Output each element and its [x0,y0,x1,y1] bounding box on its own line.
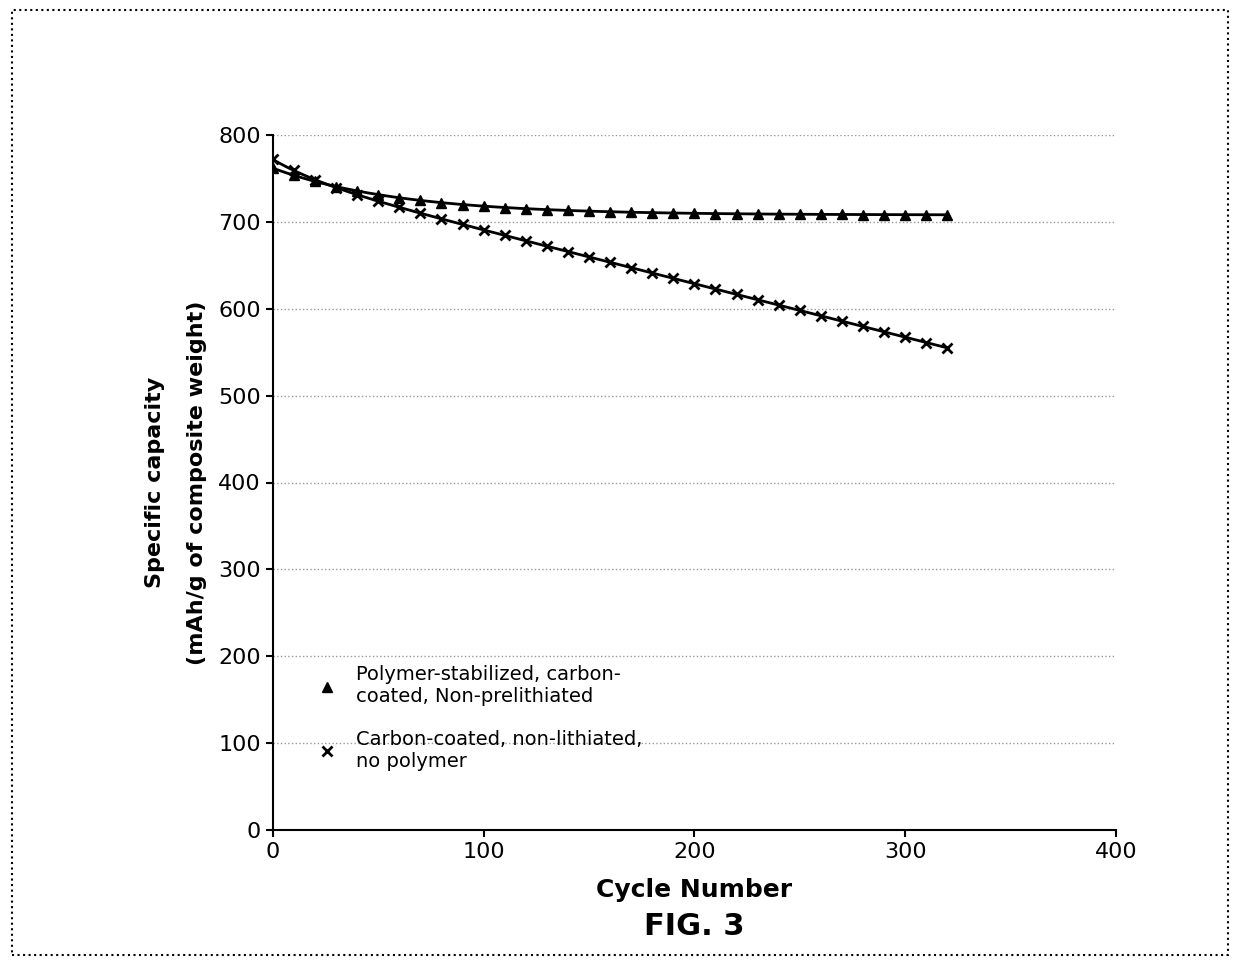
Polymer-stabilized, carbon-
coated, Non-prelithiated [455,199,470,210]
Carbon-coated, non-lithiated,
no polymer [603,257,618,268]
Text: FIG. 3: FIG. 3 [644,912,745,941]
Polymer-stabilized, carbon-
coated, Non-prelithiated [687,207,702,219]
Polymer-stabilized, carbon-
coated, Non-prelithiated [434,197,449,208]
Carbon-coated, non-lithiated,
no polymer [666,272,681,284]
Polymer-stabilized, carbon-
coated, Non-prelithiated [518,203,533,214]
Carbon-coated, non-lithiated,
no polymer [729,289,744,300]
Carbon-coated, non-lithiated,
no polymer [624,262,639,273]
Legend: Polymer-stabilized, carbon-
coated, Non-prelithiated, Carbon-coated, non-lithiat: Polymer-stabilized, carbon- coated, Non-… [299,657,650,779]
Polymer-stabilized, carbon-
coated, Non-prelithiated [792,208,807,220]
Polymer-stabilized, carbon-
coated, Non-prelithiated [497,202,512,213]
Polymer-stabilized, carbon-
coated, Non-prelithiated [539,204,554,215]
Carbon-coated, non-lithiated,
no polymer [350,189,365,201]
X-axis label: Cycle Number: Cycle Number [596,878,792,902]
Carbon-coated, non-lithiated,
no polymer [476,224,491,235]
Carbon-coated, non-lithiated,
no polymer [898,331,913,343]
Polymer-stabilized, carbon-
coated, Non-prelithiated [582,206,596,217]
Polymer-stabilized, carbon-
coated, Non-prelithiated [476,201,491,212]
Carbon-coated, non-lithiated,
no polymer [708,284,723,295]
Polymer-stabilized, carbon-
coated, Non-prelithiated [708,207,723,219]
Carbon-coated, non-lithiated,
no polymer [434,213,449,225]
Polymer-stabilized, carbon-
coated, Non-prelithiated [265,162,280,174]
Carbon-coated, non-lithiated,
no polymer [645,267,660,279]
Polymer-stabilized, carbon-
coated, Non-prelithiated [392,192,407,204]
Carbon-coated, non-lithiated,
no polymer [497,230,512,241]
Carbon-coated, non-lithiated,
no polymer [265,153,280,165]
Polymer-stabilized, carbon-
coated, Non-prelithiated [856,208,870,220]
Carbon-coated, non-lithiated,
no polymer [286,165,301,177]
Polymer-stabilized, carbon-
coated, Non-prelithiated [308,176,322,187]
Polymer-stabilized, carbon-
coated, Non-prelithiated [729,208,744,220]
Carbon-coated, non-lithiated,
no polymer [687,278,702,289]
Line: Carbon-coated, non-lithiated,
no polymer: Carbon-coated, non-lithiated, no polymer [268,154,952,353]
Polymer-stabilized, carbon-
coated, Non-prelithiated [898,208,913,220]
Polymer-stabilized, carbon-
coated, Non-prelithiated [603,206,618,217]
Polymer-stabilized, carbon-
coated, Non-prelithiated [286,170,301,181]
Polymer-stabilized, carbon-
coated, Non-prelithiated [877,208,892,220]
Polymer-stabilized, carbon-
coated, Non-prelithiated [371,189,386,201]
Polymer-stabilized, carbon-
coated, Non-prelithiated [560,205,575,216]
Carbon-coated, non-lithiated,
no polymer [371,195,386,207]
Carbon-coated, non-lithiated,
no polymer [539,240,554,252]
Line: Polymer-stabilized, carbon-
coated, Non-prelithiated: Polymer-stabilized, carbon- coated, Non-… [268,163,952,220]
Carbon-coated, non-lithiated,
no polymer [771,299,786,311]
Carbon-coated, non-lithiated,
no polymer [582,251,596,262]
Polymer-stabilized, carbon-
coated, Non-prelithiated [771,208,786,220]
Carbon-coated, non-lithiated,
no polymer [856,320,870,332]
Carbon-coated, non-lithiated,
no polymer [940,342,955,353]
Carbon-coated, non-lithiated,
no polymer [308,174,322,185]
Polymer-stabilized, carbon-
coated, Non-prelithiated [919,209,934,221]
Carbon-coated, non-lithiated,
no polymer [392,202,407,213]
Carbon-coated, non-lithiated,
no polymer [455,219,470,231]
Y-axis label: (mAh/g of composite weight): (mAh/g of composite weight) [187,300,207,665]
Polymer-stabilized, carbon-
coated, Non-prelithiated [835,208,849,220]
Carbon-coated, non-lithiated,
no polymer [835,316,849,327]
Polymer-stabilized, carbon-
coated, Non-prelithiated [940,209,955,221]
Polymer-stabilized, carbon-
coated, Non-prelithiated [413,195,428,207]
Carbon-coated, non-lithiated,
no polymer [792,305,807,317]
Polymer-stabilized, carbon-
coated, Non-prelithiated [350,185,365,197]
Carbon-coated, non-lithiated,
no polymer [560,246,575,258]
Carbon-coated, non-lithiated,
no polymer [518,235,533,247]
Text: Specific capacity: Specific capacity [145,377,165,588]
Carbon-coated, non-lithiated,
no polymer [877,326,892,338]
Carbon-coated, non-lithiated,
no polymer [750,294,765,306]
Carbon-coated, non-lithiated,
no polymer [813,310,828,321]
Polymer-stabilized, carbon-
coated, Non-prelithiated [329,180,343,192]
Polymer-stabilized, carbon-
coated, Non-prelithiated [645,207,660,218]
Carbon-coated, non-lithiated,
no polymer [329,181,343,193]
Polymer-stabilized, carbon-
coated, Non-prelithiated [813,208,828,220]
Polymer-stabilized, carbon-
coated, Non-prelithiated [666,207,681,219]
Carbon-coated, non-lithiated,
no polymer [413,207,428,219]
Carbon-coated, non-lithiated,
no polymer [919,337,934,348]
Polymer-stabilized, carbon-
coated, Non-prelithiated [750,208,765,220]
Polymer-stabilized, carbon-
coated, Non-prelithiated [624,207,639,218]
